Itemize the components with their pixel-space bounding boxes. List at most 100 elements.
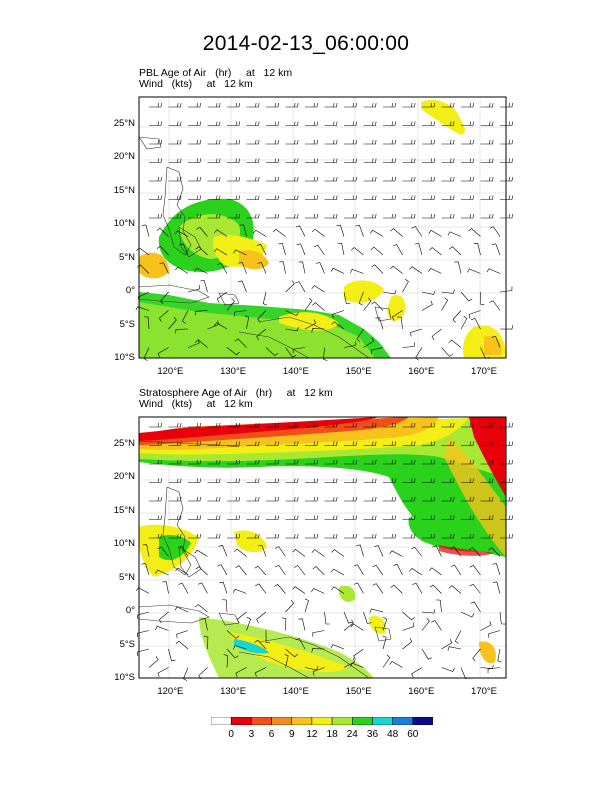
wind-barb [428,567,442,576]
wind-barb [382,635,387,650]
lat-tick-label: 0° [125,605,135,617]
wind-barb [285,176,299,182]
wind-barb [226,648,239,659]
lat-tick-label: 10°N [113,218,135,230]
wind-barb [500,195,513,200]
wind-barb [500,213,513,219]
wind-barb [488,630,501,638]
wind-barb [304,598,309,613]
wind-barb [480,664,494,670]
wind-barb [274,584,286,594]
wind-barb [285,102,299,108]
wind-barb [266,176,279,182]
wind-barb [441,289,455,294]
wind-barb [363,533,377,539]
wind-barb [324,611,330,625]
wind-barb [266,478,279,483]
wind-barb [344,422,357,428]
wind-barb [383,422,396,428]
wind-barb [441,422,455,428]
wind-barb [479,291,485,305]
wind-barb [441,533,455,539]
wind-barb [194,604,208,613]
wind-barb [461,139,474,145]
wind-barb [188,158,201,163]
wind-barb [149,422,162,428]
wind-barb [441,102,455,108]
wind-barb [461,158,474,163]
wind-barb [324,213,338,219]
wind-barb [343,657,355,668]
wind-barb [436,599,442,613]
wind-barb [397,316,403,330]
wind-barb [305,139,318,145]
wind-barb [227,496,240,502]
lat-tick-label: 5°N [119,251,135,263]
wind-barb [441,158,455,163]
wind-barb [460,667,470,679]
colorbar-swatch [392,717,414,725]
wind-barb [195,246,208,256]
wind-barb [428,268,442,274]
wind-barb [137,264,150,274]
wind-barb [402,139,416,145]
wind-barb [480,176,494,182]
wind-barb [411,667,423,678]
wind-barb [355,224,364,237]
wind-barb [500,459,513,465]
strat-patch-se [479,641,496,664]
wind-barb [324,533,338,539]
wind-barb [227,176,240,182]
wind-barb [461,496,474,502]
wind-barb [294,565,306,576]
wind-barb [383,496,396,502]
strat-patch-152e [369,615,386,635]
wind-barb [149,213,162,219]
wind-barb [285,533,299,539]
wind-barb [246,617,251,631]
wind-barb [422,496,435,502]
wind-barb [350,247,364,256]
wind-barb [383,515,396,520]
wind-barb [246,213,260,219]
wind-barb [344,478,357,483]
wind-barb [227,158,240,163]
wind-barb [332,310,345,319]
wind-barb [168,496,182,502]
wind-barb [238,261,247,274]
wind-barb [411,226,423,237]
wind-barb [383,195,396,200]
wind-barb [207,139,221,145]
wind-barb [214,229,228,237]
wind-barb [324,176,338,182]
wind-barb [402,121,416,126]
pbl-wind-barbs [135,102,513,361]
wind-barb [402,459,416,465]
wind-barb [175,567,189,576]
wind-barb [292,586,306,594]
wind-barb [432,545,442,557]
wind-barb [500,441,513,446]
lat-tick-label: 15°N [113,504,135,516]
wind-barb [223,654,228,668]
lon-tick-label: 160°E [408,366,435,377]
wind-barb [265,347,279,356]
wind-barb [402,515,416,520]
wind-barb [266,213,279,219]
strat-red-band [139,417,379,441]
wind-barb [448,339,462,348]
wind-barb [149,195,162,200]
wind-barb [149,515,162,520]
wind-barb [469,547,481,557]
wind-barb [196,226,208,237]
wind-barb [285,496,299,502]
wind-barb [449,246,462,256]
wind-barb [486,268,501,274]
colorbar-label: 36 [366,729,379,740]
wind-barb [441,347,453,357]
wind-barb [311,285,325,293]
wind-barb [447,646,462,651]
wind-barb [468,310,481,319]
wind-barb [285,139,299,145]
wind-barb [157,546,169,557]
